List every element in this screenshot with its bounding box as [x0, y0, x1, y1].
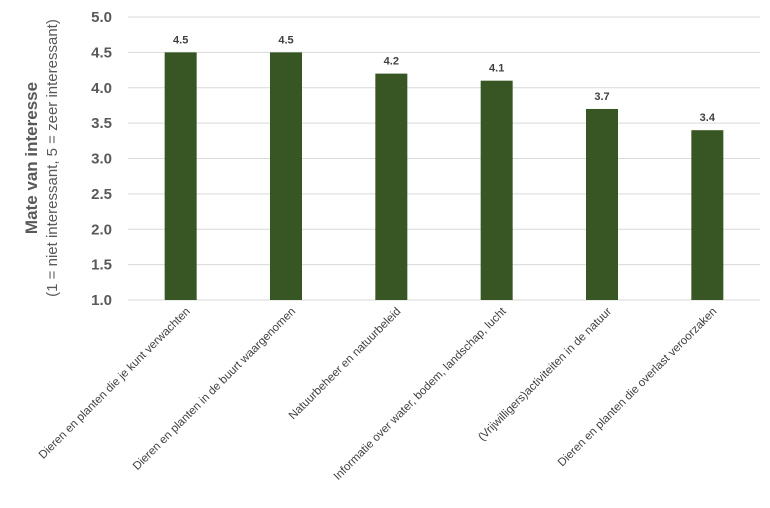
y-tick-label: 4.5 — [91, 44, 112, 61]
data-labels: 4.5 4.5 4.2 4.1 3.7 3.4 — [173, 34, 716, 124]
y-tick-label: 1.0 — [91, 292, 112, 309]
y-axis-label: Mate van interesse — [22, 82, 41, 234]
y-tick-label: 2.0 — [91, 221, 112, 238]
data-label: 3.4 — [700, 112, 716, 124]
gridlines — [128, 16, 760, 301]
y-tick-labels: 1.0 1.5 2.0 2.5 3.0 3.5 4.0 4.5 5.0 — [91, 9, 112, 309]
y-axis-title: Mate van interesse (1 = niet interessant… — [22, 19, 61, 297]
bar — [586, 108, 618, 300]
category-label: Informatie over water, bodem, landschap,… — [332, 305, 510, 483]
category-label: Natuurbeheer en natuurbeleid — [287, 306, 404, 423]
category-label: Dieren en planten in de buurt waargenome… — [131, 306, 298, 473]
bars — [164, 52, 724, 300]
data-label: 4.5 — [173, 34, 188, 46]
data-label: 4.5 — [278, 34, 293, 46]
bar — [375, 73, 408, 300]
data-label: 3.7 — [594, 91, 609, 103]
y-tick-label: 3.5 — [91, 115, 112, 132]
category-labels: Dieren en planten die je kunt verwachten… — [37, 305, 720, 483]
y-tick-label: 5.0 — [91, 9, 112, 26]
data-label: 4.1 — [489, 63, 504, 75]
data-label: 4.2 — [384, 56, 399, 68]
y-tick-label: 1.5 — [91, 257, 112, 274]
y-tick-label: 3.0 — [91, 151, 112, 168]
y-tick-label: 2.5 — [91, 186, 112, 203]
bar — [691, 130, 724, 300]
bar — [270, 52, 302, 300]
y-axis-sublabel: (1 = niet interessant, 5 = zeer interess… — [44, 19, 61, 297]
bar — [480, 80, 513, 300]
bar — [164, 52, 197, 300]
y-tick-label: 4.0 — [91, 80, 112, 97]
